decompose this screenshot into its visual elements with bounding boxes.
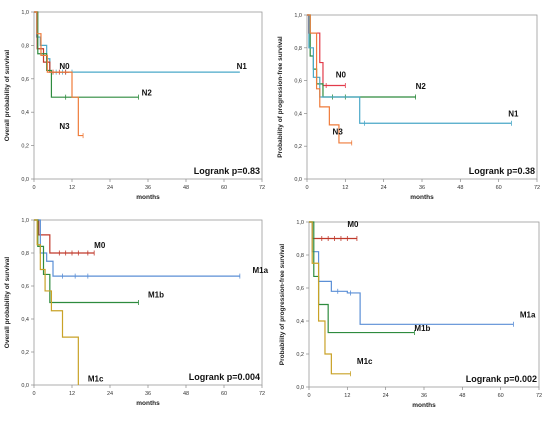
y-tick-label: 0,6 <box>21 284 29 290</box>
y-tick-label: 0,4 <box>296 319 304 325</box>
series-label-n1: N1 <box>508 110 519 119</box>
series-line-m1c <box>34 219 79 385</box>
y-axis-label: Probability of progression-free survival <box>277 36 284 158</box>
x-tick-label: 0 <box>32 185 35 191</box>
chart-panel-3: 0,0 0,2 0,4 0,6 0,8 1,0 0 12 24 36 48 60 72 months Ove… <box>4 218 269 407</box>
x-axis-label: months <box>410 194 434 201</box>
x-tick-label: 60 <box>496 185 502 191</box>
y-tick-label: 0,6 <box>294 79 302 85</box>
y-tick-label: 0,8 <box>21 43 29 49</box>
chart-panel-4: 0,0 0,2 0,4 0,6 0,8 1,0 0 12 24 36 48 60 72 months Pro… <box>279 220 542 409</box>
series-line-m1c <box>309 221 351 375</box>
series-line-n2 <box>307 14 416 98</box>
series-label-n2: N2 <box>416 82 427 91</box>
y-axis-label: Overall probability of survival <box>4 257 11 349</box>
series-label-m1b: M1b <box>414 324 430 333</box>
series-label-m1a: M1a <box>253 266 269 275</box>
x-tick-label: 24 <box>107 185 113 191</box>
series-label-n3: N3 <box>333 128 344 137</box>
y-tick-label: 0,0 <box>21 383 29 389</box>
x-tick-label: 60 <box>221 391 227 397</box>
series-line-m1b <box>34 219 139 304</box>
y-axis-label: Overall probability of survival <box>4 50 11 142</box>
x-tick-label: 36 <box>145 391 151 397</box>
y-tick-label: 0,4 <box>21 317 29 323</box>
x-tick-label: 72 <box>259 185 265 191</box>
y-tick-label: 0,4 <box>21 110 29 116</box>
x-axis-label: months <box>136 194 160 201</box>
series-label-m1c: M1c <box>357 357 373 366</box>
x-axis-label: months <box>136 400 160 407</box>
series-label-n0: N0 <box>59 62 70 71</box>
logrank-annotation: Logrank p=0.38 <box>469 166 535 176</box>
x-tick-label: 48 <box>457 185 463 191</box>
y-tick-label: 0,2 <box>294 144 302 150</box>
x-tick-label: 24 <box>381 185 387 191</box>
x-tick-label: 48 <box>183 391 189 397</box>
x-tick-label: 72 <box>534 185 540 191</box>
x-tick-label: 24 <box>383 393 389 399</box>
logrank-annotation: Logrank p=0.002 <box>466 374 537 384</box>
series-label-n2: N2 <box>142 89 153 98</box>
plot-frame <box>308 221 540 388</box>
y-tick-label: 0,8 <box>21 251 29 257</box>
y-tick-label: 1,0 <box>21 218 29 224</box>
x-tick-label: 12 <box>69 391 75 397</box>
y-tick-label: 0,4 <box>294 111 302 117</box>
series-line-m1a <box>309 221 514 325</box>
x-tick-label: 0 <box>305 185 308 191</box>
x-tick-label: 60 <box>498 393 504 399</box>
y-tick-label: 0,0 <box>296 385 304 391</box>
y-tick-label: 0,6 <box>21 77 29 83</box>
y-tick-label: 0,0 <box>294 177 302 183</box>
x-tick-label: 72 <box>536 393 542 399</box>
x-tick-label: 72 <box>259 391 265 397</box>
y-tick-label: 0,2 <box>296 352 304 358</box>
series-label-m0: M0 <box>347 220 359 229</box>
logrank-annotation: Logrank p=0.83 <box>194 166 260 176</box>
series-label-m1a: M1a <box>520 311 536 320</box>
chart-panel-2: 0,0 0,2 0,4 0,6 0,8 1,0 0 12 24 36 48 60 72 months Pro… <box>277 13 540 201</box>
series-label-m1c: M1c <box>88 375 104 384</box>
x-tick-label: 12 <box>342 185 348 191</box>
y-axis-label: Probability of progression-free survival <box>279 244 286 366</box>
y-tick-label: 1,0 <box>296 220 304 226</box>
x-tick-label: 36 <box>419 185 425 191</box>
x-axis-label: months <box>412 402 436 409</box>
series-line-n3 <box>307 14 352 144</box>
x-tick-label: 48 <box>459 393 465 399</box>
y-tick-label: 1,0 <box>294 13 302 19</box>
y-tick-label: 1,0 <box>21 10 29 16</box>
y-tick-label: 0,2 <box>21 350 29 356</box>
series-line-n2 <box>34 11 139 98</box>
series-label-m1b: M1b <box>148 291 164 300</box>
x-tick-label: 48 <box>183 185 189 191</box>
x-tick-label: 12 <box>344 393 350 399</box>
y-tick-label: 0,2 <box>21 144 29 150</box>
x-tick-label: 36 <box>145 185 151 191</box>
x-tick-label: 36 <box>421 393 427 399</box>
y-tick-label: 0,8 <box>296 253 304 259</box>
x-tick-label: 24 <box>107 391 113 397</box>
y-tick-label: 0,0 <box>21 177 29 183</box>
x-tick-label: 60 <box>221 185 227 191</box>
x-tick-label: 12 <box>69 185 75 191</box>
series-label-n1: N1 <box>237 62 248 71</box>
y-tick-label: 0,6 <box>296 286 304 292</box>
series-label-n3: N3 <box>59 122 70 131</box>
series-line-n3 <box>34 11 84 137</box>
chart-panel-1: 0,0 0,2 0,4 0,6 0,8 1,0 0 12 24 36 48 60 72 months Ove… <box>4 10 265 201</box>
series-label-n0: N0 <box>336 70 347 79</box>
logrank-annotation: Logrank p=0.004 <box>189 372 260 382</box>
series-label-m0: M0 <box>94 241 106 250</box>
y-tick-label: 0,8 <box>294 46 302 52</box>
series-line-n1 <box>307 14 512 124</box>
x-tick-label: 0 <box>32 391 35 397</box>
x-tick-label: 0 <box>307 393 310 399</box>
series-line-m1a <box>34 219 240 277</box>
